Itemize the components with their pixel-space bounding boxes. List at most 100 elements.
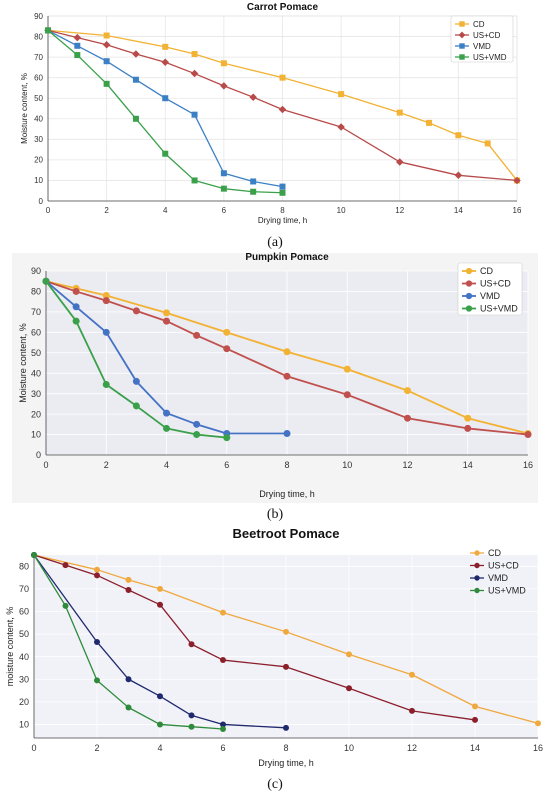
x-tick-label: 14 [470,743,480,753]
legend-swatch-marker [474,575,480,581]
x-tick-label: 8 [280,206,285,215]
data-point [103,80,110,87]
data-point [132,76,139,83]
data-point [157,585,163,592]
series-line [47,29,518,181]
y-tick-label: 40 [34,115,43,124]
series-us-cd [44,26,521,185]
x-tick-label: 10 [337,206,346,215]
data-point [220,609,226,616]
data-point [62,602,69,609]
series-vmd [31,552,289,731]
legend-label: CD [473,20,485,29]
x-axis-label: Drying time, h [258,758,314,768]
data-point [220,725,226,732]
data-point [161,58,169,66]
chart-title: Carrot Pomace [247,2,319,13]
data-point [72,317,80,325]
data-point [132,307,140,315]
x-tick-label: 4 [163,206,168,215]
y-tick-label: 50 [34,94,43,103]
series-us-vmd [42,277,231,442]
y-tick-label: 40 [19,652,29,662]
legend-swatch-marker [459,54,465,60]
data-point [223,345,231,353]
legend: CD US+CD VMD US+VMD [450,15,514,63]
legend-label: VMD [488,573,509,583]
data-point [157,601,163,608]
data-point [162,150,169,157]
data-point [283,430,291,438]
x-tick-label: 6 [220,743,225,753]
x-tick-label: 16 [523,460,533,470]
panel-label: (b) [267,507,284,522]
data-point [163,309,170,317]
x-tick-label: 14 [463,460,473,470]
data-point [472,716,478,723]
x-tick-label: 0 [31,743,36,753]
data-point [193,420,201,428]
data-point [102,41,111,49]
y-tick-label: 0 [36,450,41,460]
data-point [279,183,286,190]
x-tick-label: 6 [222,206,227,215]
data-point [283,348,291,356]
data-point [524,431,532,439]
data-point [31,552,37,558]
y-tick-label: 20 [34,156,43,165]
legend-label: US+VMD [488,586,526,596]
data-point [157,721,163,728]
data-point [102,292,110,300]
x-tick-label: 16 [533,743,543,753]
data-point [220,60,227,67]
y-tick-label: 30 [34,135,43,144]
data-point [404,414,411,422]
legend-label: US+VMD [473,53,507,62]
legend-swatch-marker [474,550,480,556]
y-tick-label: 40 [31,368,41,378]
x-tick-label: 12 [407,743,417,753]
y-tick-label: 10 [34,176,43,185]
data-point [278,105,287,114]
data-point [404,387,411,395]
legend-label: CD [488,548,501,558]
data-point [72,287,80,295]
data-point [454,171,463,180]
data-point [94,638,100,645]
legend-label: US+CD [473,31,501,40]
data-point [484,140,491,147]
legend-swatch-marker [474,562,480,569]
legend: CD US+CD VMD US+VMD [470,548,526,596]
data-point [279,74,286,81]
series-us-vmd [31,552,226,732]
y-axis-label: moisture content, % [5,607,15,687]
legend-label: CD [480,266,493,276]
data-point [250,188,257,195]
panel-label: (c) [267,777,283,792]
y-tick-label: 10 [31,430,41,440]
legend-swatch-marker [465,280,473,287]
data-point [513,176,521,185]
panel-label: (a) [267,235,283,250]
series-cd [31,552,541,727]
data-point [73,33,82,42]
y-tick-label: 10 [19,720,29,730]
x-tick-label: 10 [344,743,354,753]
data-point [193,331,201,339]
x-tick-label: 12 [395,206,404,215]
data-point [409,671,415,678]
x-tick-label: 14 [454,206,463,215]
legend-swatch-marker [465,267,473,275]
data-point [125,676,132,683]
legend-box [457,262,523,316]
data-point [190,69,199,78]
series-line [45,280,529,436]
data-point [188,641,195,648]
data-point [337,123,345,131]
data-point [535,720,541,727]
data-point [283,724,289,731]
series-us-cd [42,277,532,439]
x-tick-label: 16 [513,206,522,215]
